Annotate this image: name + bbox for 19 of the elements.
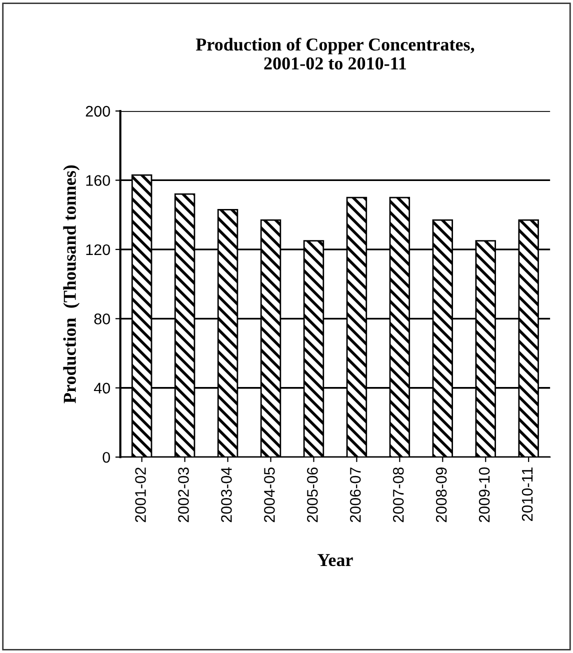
x-tick-label: 2002-03 bbox=[178, 467, 189, 522]
y-tick-label: 80 bbox=[94, 314, 110, 324]
x-tick-label: 2004-05 bbox=[264, 467, 275, 522]
x-tick-label: 2006-07 bbox=[350, 468, 361, 522]
y-tick-label: 160 bbox=[86, 175, 110, 186]
x-tick-label: 2010-11 bbox=[522, 468, 533, 521]
chart-title: Production of Copper Concentrates, 2001-02 to 2010-11 bbox=[196, 38, 474, 70]
x-tick-label: 2001-02 bbox=[135, 468, 146, 522]
y-tick-label: 200 bbox=[86, 106, 110, 117]
x-tick-label: 2008-09 bbox=[436, 468, 447, 522]
y-axis-title: Production (Thousand tonnes) bbox=[63, 165, 80, 404]
y-tick-label: 0 bbox=[102, 452, 110, 463]
x-tick-label: 2005-06 bbox=[307, 467, 318, 522]
y-tick-label: 40 bbox=[94, 382, 110, 394]
x-tick-label: 2003-04 bbox=[221, 467, 232, 522]
x-tick-label: 2009-10 bbox=[478, 467, 490, 522]
y-tick-label: 120 bbox=[86, 244, 110, 256]
x-tick-label: 2007-08 bbox=[392, 467, 404, 522]
x-axis-title: Year bbox=[317, 554, 353, 566]
